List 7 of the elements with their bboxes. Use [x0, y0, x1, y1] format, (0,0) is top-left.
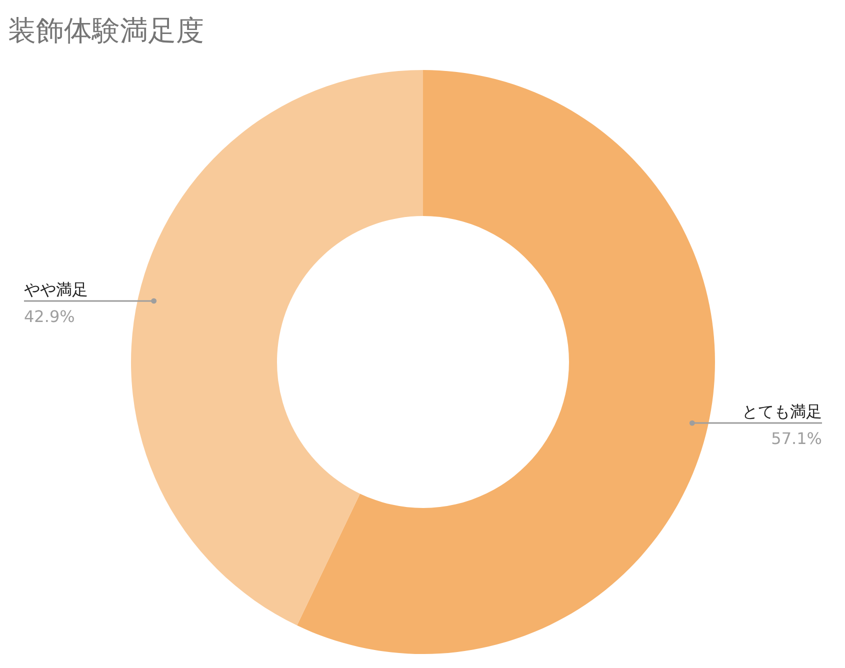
slice-label: やや満足 — [24, 280, 88, 299]
donut-slice — [131, 70, 423, 626]
data-label: 42.9% — [24, 306, 75, 326]
data-label: 57.1% — [771, 429, 822, 448]
donut-slice — [297, 70, 715, 654]
chart-title: 装飾体験満足度 — [8, 14, 204, 47]
slice-label: とても満足 — [742, 402, 822, 422]
